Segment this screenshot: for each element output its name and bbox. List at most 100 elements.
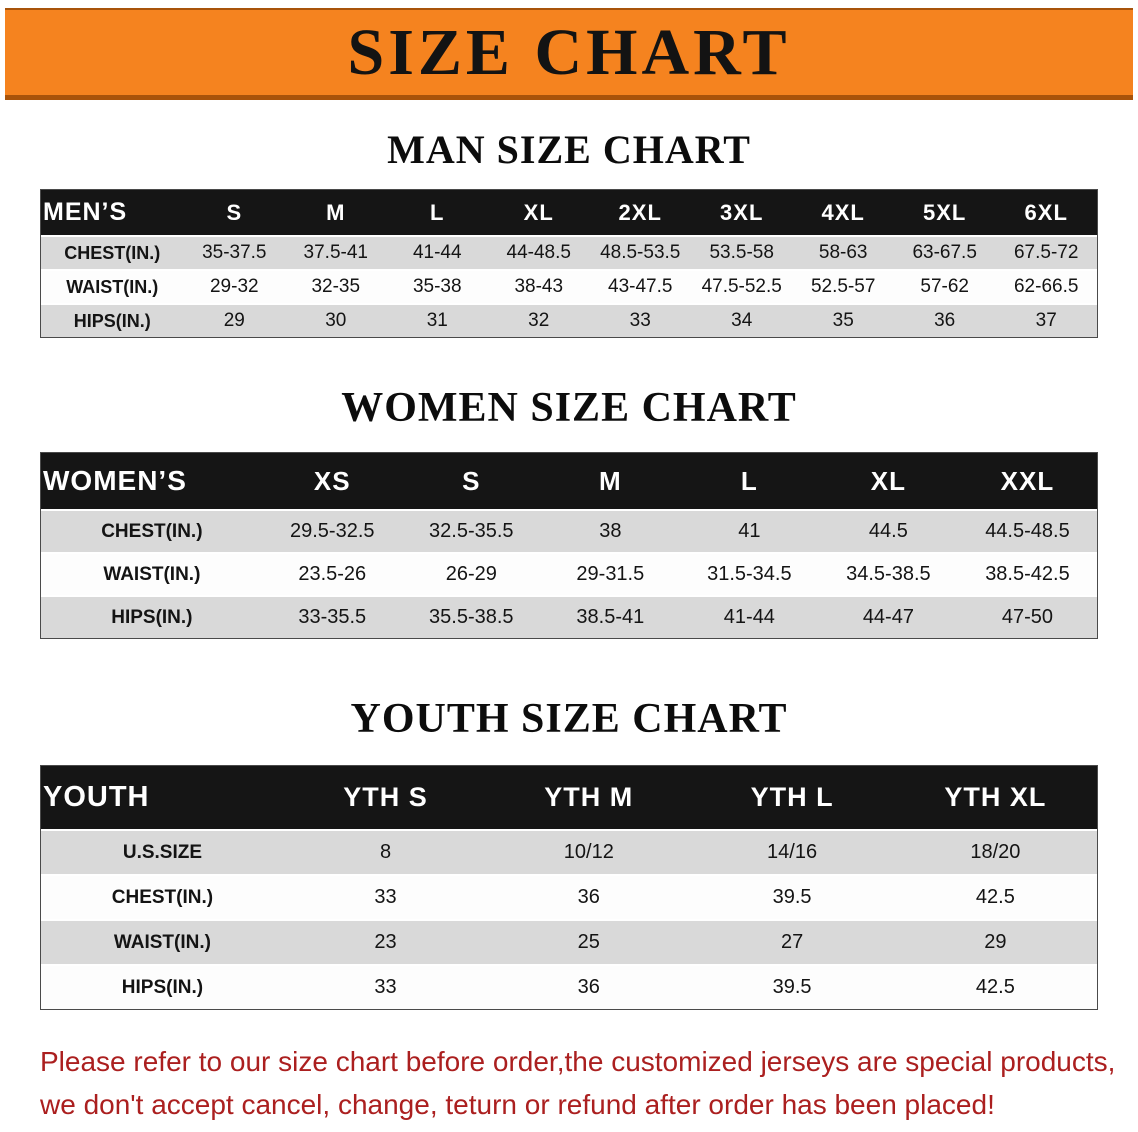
size-header-cell: XXL [957,453,1097,510]
table-row: CHEST(IN.) 29.5-32.5 32.5-35.5 38 41 44.5 44.5… [41,509,1097,553]
row-label-cell: WAIST(IN.) [41,269,184,304]
row-label-cell: WAIST(IN.) [41,552,263,596]
value-cell: 8 [283,829,488,875]
value-cell: 42.5 [893,874,1097,920]
value-cell: 25 [487,919,691,965]
value-cell: 35.5-38.5 [401,595,541,638]
value-cell: 63-67.5 [893,235,996,270]
value-cell: 32.5-35.5 [401,509,541,553]
size-header-cell: XL [818,453,958,510]
size-header-cell: YTH S [283,766,488,830]
value-cell: 35 [792,303,894,337]
value-cell: 35-37.5 [183,235,286,270]
men-size-table: MEN’S S M L XL 2XL 3XL 4XL 5XL 6XL CHEST(IN.) 35-37… [41,190,1097,337]
table-title-cell: WOMEN’S [41,453,263,510]
row-label-cell: HIPS(IN.) [41,595,263,638]
size-header-cell: S [183,190,286,236]
table-row: HIPS(IN.) 29 30 31 32 33 34 35 36 37 [41,303,1097,337]
value-cell: 10/12 [487,829,691,875]
value-cell: 35-38 [386,269,488,304]
women-size-table: WOMEN’S XS S M L XL XXL CHEST(IN.) 29.5-32.5 32.5… [41,453,1097,638]
value-cell: 30 [285,303,387,337]
value-cell: 48.5-53.5 [589,235,691,270]
banner-title: SIZE CHART [347,15,791,89]
size-header-cell: YTH L [690,766,894,830]
size-header-cell: L [386,190,488,236]
row-label-cell: U.S.SIZE [41,829,284,875]
value-cell: 43-47.5 [589,269,691,304]
value-cell: 44-48.5 [488,235,590,270]
value-cell: 29.5-32.5 [262,509,402,553]
value-cell: 29-32 [183,269,286,304]
value-cell: 29 [893,919,1097,965]
size-header-cell: 4XL [792,190,894,236]
value-cell: 38 [540,509,680,553]
table-row: WAIST(IN.) 23.5-26 26-29 29-31.5 31.5-34.5 34… [41,552,1097,596]
value-cell: 41-44 [386,235,488,270]
value-cell: 34 [690,303,793,337]
table-row: HIPS(IN.) 33 36 39.5 42.5 [41,964,1097,1009]
value-cell: 44.5-48.5 [957,509,1097,553]
men-size-section: MAN SIZE CHART MEN’S S M L XL 2XL 3XL 4XL 5XL 6XL… [0,126,1138,338]
row-label-cell: HIPS(IN.) [41,303,184,337]
row-label-cell: HIPS(IN.) [41,964,284,1009]
value-cell: 36 [487,964,691,1009]
row-label-cell: CHEST(IN.) [41,509,263,553]
value-cell: 31.5-34.5 [679,552,819,596]
table-row: WAIST(IN.) 23 25 27 29 [41,919,1097,965]
row-label-cell: CHEST(IN.) [41,235,184,270]
value-cell: 57-62 [893,269,996,304]
value-cell: 26-29 [401,552,541,596]
value-cell: 36 [487,874,691,920]
table-header-row: YOUTH YTH S YTH M YTH L YTH XL [41,766,1097,830]
table-row: CHEST(IN.) 35-37.5 37.5-41 41-44 44-48.5 48.5… [41,235,1097,270]
size-header-cell: 6XL [995,190,1097,236]
value-cell: 67.5-72 [995,235,1097,270]
disclaimer-line-2: we don't accept cancel, change, teturn o… [40,1089,995,1121]
size-header-cell: M [285,190,387,236]
value-cell: 47.5-52.5 [690,269,793,304]
table-row: WAIST(IN.) 29-32 32-35 35-38 38-43 43-47.5 47.… [41,269,1097,304]
table-header-row: MEN’S S M L XL 2XL 3XL 4XL 5XL 6XL [41,190,1097,236]
value-cell: 38.5-42.5 [957,552,1097,596]
value-cell: 41-44 [679,595,819,638]
value-cell: 27 [690,919,894,965]
value-cell: 62-66.5 [995,269,1097,304]
value-cell: 23 [283,919,488,965]
women-size-section: WOMEN SIZE CHART WOMEN’S XS S M L XL XXL CHEST(… [0,384,1138,639]
table-title-cell: YOUTH [41,766,284,830]
table-row: HIPS(IN.) 33-35.5 35.5-38.5 38.5-41 41-44 44-… [41,595,1097,638]
value-cell: 39.5 [690,874,894,920]
size-header-cell: L [679,453,819,510]
value-cell: 53.5-58 [690,235,793,270]
row-label-cell: WAIST(IN.) [41,919,284,965]
youth-size-table: YOUTH YTH S YTH M YTH L YTH XL U.S.SIZE 8 10/12… [41,766,1097,1009]
value-cell: 14/16 [690,829,894,875]
size-header-cell: YTH M [487,766,691,830]
value-cell: 33 [283,964,488,1009]
value-cell: 34.5-38.5 [818,552,958,596]
value-cell: 39.5 [690,964,894,1009]
value-cell: 18/20 [893,829,1097,875]
value-cell: 37 [995,303,1097,337]
value-cell: 38-43 [488,269,590,304]
women-size: WOMEN’S XS S M L XL XXL CHEST(IN.) 29.5-32.5 32.5… [40,452,1098,639]
size-header-cell: M [540,453,680,510]
value-cell: 29 [183,303,286,337]
value-cell: 33 [283,874,488,920]
size-header-cell: XL [488,190,590,236]
table-header-row: WOMEN’S XS S M L XL XXL [41,453,1097,510]
disclaimer-line-1: Please refer to our size chart before or… [40,1046,1116,1077]
table-row: CHEST(IN.) 33 36 39.5 42.5 [41,874,1097,920]
row-label-cell: CHEST(IN.) [41,874,284,920]
value-cell: 32 [488,303,590,337]
value-cell: 42.5 [893,964,1097,1009]
disclaimer-text: Please refer to our size chart before or… [40,1040,1126,1127]
value-cell: 29-31.5 [540,552,680,596]
size-chart-banner: SIZE CHART [5,8,1133,100]
value-cell: 47-50 [957,595,1097,638]
table-title-cell: MEN’S [41,190,184,236]
value-cell: 36 [893,303,996,337]
value-cell: 52.5-57 [792,269,894,304]
